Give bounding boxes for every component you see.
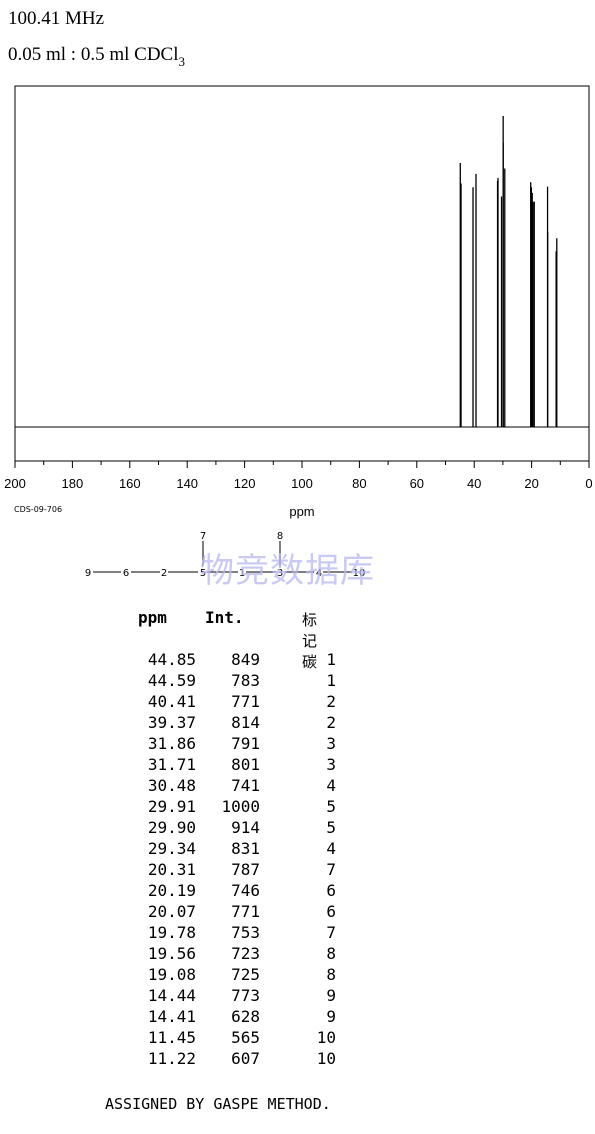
table-cell-int: 787 xyxy=(231,860,260,879)
compound-code: CDS-09-706 xyxy=(14,505,63,514)
atom-label-1: 1 xyxy=(239,568,245,579)
table-cell-int: 783 xyxy=(231,671,260,690)
atom-label-9: 9 xyxy=(85,568,91,579)
table-cell-ppm: 20.07 xyxy=(147,902,196,921)
x-tick-label-8: 40 xyxy=(467,476,481,491)
table-cell-carbon: 9 xyxy=(326,986,336,1005)
table-cell-int: 831 xyxy=(231,839,260,858)
atom-label-7: 7 xyxy=(200,531,206,542)
table-cell-carbon: 3 xyxy=(326,734,336,753)
concentration-text: 0.05 ml : 0.5 ml CDCl xyxy=(8,44,179,65)
table-cell-int: 914 xyxy=(231,818,260,837)
table-cell-int: 565 xyxy=(231,1028,260,1047)
header-carbon: 标记碳 xyxy=(302,611,318,671)
table-cell-int: 801 xyxy=(231,755,260,774)
watermark: 物竞数据库 xyxy=(200,551,375,591)
nmr-spectrum-chart: 200 180 160 140 120 100 80 60 40 20 0 ppm xyxy=(4,85,593,519)
table-cell-int: 725 xyxy=(231,965,260,984)
atom-label-2: 2 xyxy=(161,568,167,579)
atom-label-3: 3 xyxy=(277,568,283,579)
table-cell-carbon: 7 xyxy=(326,860,336,879)
table-cell-ppm: 20.19 xyxy=(147,881,196,900)
x-tick-label-5: 100 xyxy=(291,476,313,491)
header-intensity: Int. xyxy=(205,608,244,627)
x-tick-label-0: 200 xyxy=(4,476,26,491)
table-cell-int: 628 xyxy=(231,1007,260,1026)
table-cell-carbon: 4 xyxy=(326,776,336,795)
table-cell-ppm: 31.71 xyxy=(147,755,196,774)
table-cell-carbon: 8 xyxy=(326,965,336,984)
structure-diagram: 9 6 2 5 1 3 4 10 7 8 xyxy=(85,531,366,579)
table-cell-carbon: 10 xyxy=(316,1049,336,1068)
table-cell-carbon: 9 xyxy=(326,1007,336,1026)
table-cell-int: 723 xyxy=(231,944,260,963)
x-axis-label: ppm xyxy=(289,504,314,519)
table-cell-ppm: 31.86 xyxy=(147,734,196,753)
table-cell-ppm: 11.22 xyxy=(147,1049,196,1068)
x-tick-label-2: 160 xyxy=(119,476,141,491)
concentration-subscript: 3 xyxy=(178,54,186,69)
table-cell-ppm: 40.41 xyxy=(147,692,196,711)
x-tick-label-3: 140 xyxy=(176,476,198,491)
atom-label-6: 6 xyxy=(123,568,129,579)
table-cell-ppm: 20.31 xyxy=(147,860,196,879)
table-cell-ppm: 14.41 xyxy=(147,1007,196,1026)
table-cell-carbon: 1 xyxy=(326,650,336,669)
x-tick-label-7: 60 xyxy=(410,476,424,491)
table-cell-int: 771 xyxy=(231,692,260,711)
table-cell-carbon: 2 xyxy=(326,692,336,711)
spectrometer-frequency: 100.41 MHz xyxy=(8,8,105,29)
atom-label-10: 10 xyxy=(353,568,366,579)
x-tick-label-6: 80 xyxy=(352,476,366,491)
table-cell-int: 741 xyxy=(231,776,260,795)
table-cell-ppm: 19.08 xyxy=(147,965,196,984)
table-cell-ppm: 29.91 xyxy=(147,797,196,816)
x-axis-ticks: 200 180 160 140 120 100 80 60 40 20 0 xyxy=(4,461,593,491)
table-cell-ppm: 29.34 xyxy=(147,839,196,858)
table-cell-carbon: 8 xyxy=(326,944,336,963)
table-cell-int: 607 xyxy=(231,1049,260,1068)
table-cell-ppm: 29.90 xyxy=(147,818,196,837)
table-cell-ppm: 19.56 xyxy=(147,944,196,963)
table-cell-int: 746 xyxy=(231,881,260,900)
table-cell-ppm: 30.48 xyxy=(147,776,196,795)
atom-label-4: 4 xyxy=(316,568,322,579)
peak-group xyxy=(459,116,558,427)
table-cell-carbon: 4 xyxy=(326,839,336,858)
table-cell-carbon: 6 xyxy=(326,902,336,921)
table-cell-int: 791 xyxy=(231,734,260,753)
assignment-note: ASSIGNED BY GASPE METHOD. xyxy=(105,1095,331,1113)
x-tick-label-4: 120 xyxy=(234,476,256,491)
table-cell-carbon: 2 xyxy=(326,713,336,732)
table-cell-int: 771 xyxy=(231,902,260,921)
table-cell-ppm: 11.45 xyxy=(147,1028,196,1047)
table-cell-int: 753 xyxy=(231,923,260,942)
table-cell-carbon: 10 xyxy=(316,1028,336,1047)
table-cell-ppm: 44.59 xyxy=(147,671,196,690)
table-cell-carbon: 6 xyxy=(326,881,336,900)
table-cell-ppm: 44.85 xyxy=(147,650,196,669)
x-tick-label-9: 20 xyxy=(524,476,538,491)
table-cell-carbon: 5 xyxy=(326,797,336,816)
atom-label-5: 5 xyxy=(200,568,206,579)
table-cell-int: 1000 xyxy=(221,797,260,816)
table-cell-int: 773 xyxy=(231,986,260,1005)
table-cell-ppm: 14.44 xyxy=(147,986,196,1005)
table-cell-carbon: 3 xyxy=(326,755,336,774)
table-cell-ppm: 19.78 xyxy=(147,923,196,942)
table-cell-ppm: 39.37 xyxy=(147,713,196,732)
header-ppm: ppm xyxy=(138,608,167,627)
table-cell-int: 849 xyxy=(231,650,260,669)
table-cell-carbon: 5 xyxy=(326,818,336,837)
table-cell-carbon: 7 xyxy=(326,923,336,942)
x-tick-label-10: 0 xyxy=(585,476,592,491)
table-cell-carbon: 1 xyxy=(326,671,336,690)
table-cell-int: 814 xyxy=(231,713,260,732)
sample-concentration: 0.05 ml : 0.5 ml CDCl3 xyxy=(8,44,185,70)
atom-label-8: 8 xyxy=(277,531,283,542)
x-tick-label-1: 180 xyxy=(62,476,84,491)
